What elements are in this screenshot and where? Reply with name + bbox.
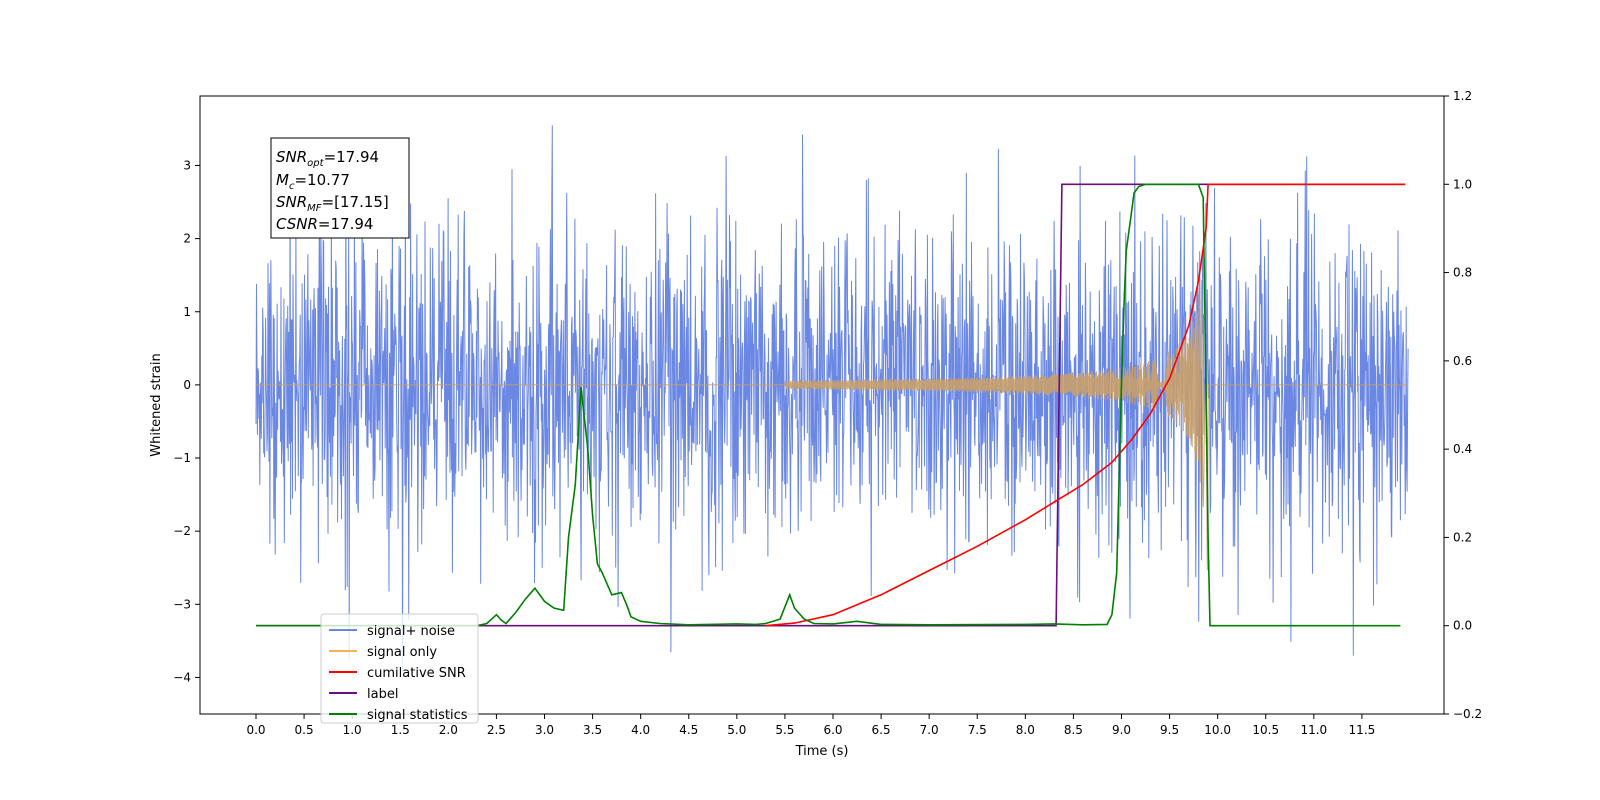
y-left-tick-label: 1: [183, 305, 191, 319]
series-signal-only-line: [256, 279, 1409, 571]
x-tick-label: 3.5: [583, 723, 602, 737]
x-tick-label: 11.0: [1300, 723, 1327, 737]
series-cumilative-snr-line: [765, 183, 1406, 627]
y-left-tick-label: −4: [173, 670, 191, 684]
y-left-tick-label: 3: [183, 158, 191, 172]
x-tick-label: 5.5: [775, 723, 794, 737]
legend-items: signal+ noise signal only cumilative SNR la…: [329, 624, 468, 723]
y-right-tick-label: 0.8: [1453, 266, 1472, 280]
x-tick-label: 7.5: [968, 723, 987, 737]
x-axis-label: Time (s): [795, 744, 849, 759]
y-right-tick-label: 0.2: [1453, 530, 1472, 544]
x-tick-label: 9.5: [1160, 723, 1179, 737]
x-tick-label: 4.5: [679, 723, 698, 737]
x-tick-label: 9.0: [1112, 723, 1131, 737]
x-tick-label: 11.5: [1349, 723, 1376, 737]
annotation-box: SNRopt=17.94 Mc=10.77 SNRMF=[17.15] CSNR…: [270, 137, 410, 239]
legend-label: label: [367, 687, 398, 702]
x-tick-label: 7.0: [920, 723, 939, 737]
x-tick-label: 10.0: [1204, 723, 1231, 737]
x-tick-label: 6.0: [823, 723, 842, 737]
y-axis-left-ticks: −4 −3 −2 −1 0 1 2 3: [173, 158, 200, 684]
x-axis-ticks: 0.0 0.5 1.0 1.5 2.0 2.5 3.0 3.5 4.0 4.5 5.0 5.5 6.0 6…: [246, 714, 1375, 737]
x-tick-label: 6.5: [872, 723, 891, 737]
legend-label: signal only: [367, 645, 437, 660]
x-tick-label: 1.5: [391, 723, 410, 737]
annotation-mc: Mc=10.77: [276, 171, 350, 192]
x-tick-label: 10.5: [1252, 723, 1279, 737]
y-right-tick-label: −0.2: [1453, 707, 1482, 721]
x-tick-label: 2.5: [487, 723, 506, 737]
x-tick-label: 5.0: [727, 723, 746, 737]
x-tick-label: 2.0: [439, 723, 458, 737]
series-signal-statistics-line: [256, 183, 1401, 627]
plot-frame: [199, 95, 1445, 715]
y-right-tick-label: 1.2: [1453, 89, 1472, 103]
series-signal-noise-line: [255, 125, 1409, 672]
legend: signal+ noise signal only cumilative SNR la…: [320, 613, 479, 724]
annotation-snr-opt: SNRopt=17.94: [276, 148, 379, 169]
y-right-tick-label: 1.0: [1453, 177, 1472, 191]
legend-label: cumilative SNR: [367, 666, 466, 681]
annotation-frame: [270, 137, 410, 239]
x-tick-label: 8.5: [1064, 723, 1083, 737]
annotation-csnr: CSNR=17.94: [276, 215, 373, 233]
x-tick-label: 4.0: [631, 723, 650, 737]
y-right-tick-label: 0.0: [1453, 619, 1472, 633]
legend-frame: [320, 613, 479, 724]
y-right-tick-label: 0.6: [1453, 354, 1472, 368]
y-left-tick-label: −1: [173, 451, 191, 465]
y-left-tick-label: −3: [173, 597, 191, 611]
y-left-tick-label: −2: [173, 524, 191, 538]
x-tick-label: 0.5: [295, 723, 314, 737]
x-tick-label: 0.0: [246, 723, 265, 737]
legend-label: signal+ noise: [367, 624, 455, 639]
y-left-tick-label: 2: [183, 232, 191, 246]
y-axis-label: Whitened strain: [149, 353, 164, 456]
series-layer: [255, 125, 1409, 672]
x-tick-label: 1.0: [343, 723, 362, 737]
y-right-tick-label: 0.4: [1453, 442, 1472, 456]
x-tick-label: 3.0: [535, 723, 554, 737]
y-axis-right-ticks: −0.2 0.0 0.2 0.4 0.6 0.8 1.0 1.2: [1444, 89, 1482, 721]
legend-label: signal statistics: [367, 708, 468, 723]
y-left-tick-label: 0: [183, 378, 191, 392]
x-tick-label: 8.0: [1016, 723, 1035, 737]
annotation-snr-mf: SNRMF=[17.15]: [276, 193, 389, 214]
